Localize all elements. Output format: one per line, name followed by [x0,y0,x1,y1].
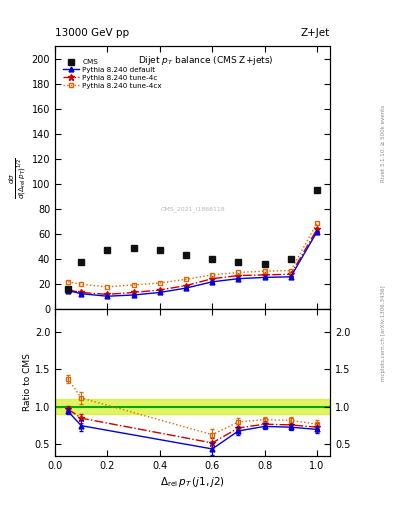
Pythia 8.240 tune-4cx [262,268,267,274]
CMS [131,245,136,251]
Line: Pythia 8.240 default: Pythia 8.240 default [66,229,320,298]
Text: mcplots.cern.ch [arXiv:1306.3436]: mcplots.cern.ch [arXiv:1306.3436] [381,285,386,380]
Text: 13000 GeV pp: 13000 GeV pp [55,28,129,38]
Pythia 8.240 tune-4cx [210,272,215,278]
CMS [105,247,110,253]
Text: Dijet $p_T$ balance (CMS Z+jets): Dijet $p_T$ balance (CMS Z+jets) [138,54,274,67]
Text: CMS_2021_I1866118: CMS_2021_I1866118 [160,206,225,212]
Pythia 8.240 tune-4c [236,272,241,279]
Pythia 8.240 default [105,293,110,300]
Pythia 8.240 default [79,291,84,297]
Pythia 8.240 tune-4c [210,275,215,282]
Pythia 8.240 default [184,285,188,291]
CMS [66,286,70,292]
Pythia 8.240 default [210,279,215,285]
Text: Rivet 3.1.10, ≥ 500k events: Rivet 3.1.10, ≥ 500k events [381,105,386,182]
Pythia 8.240 tune-4c [184,283,188,289]
CMS [79,259,84,265]
Pythia 8.240 tune-4cx [105,284,110,290]
Bar [55,399,330,414]
Pythia 8.240 tune-4c [288,271,293,278]
Line: CMS: CMS [65,187,320,292]
Pythia 8.240 tune-4c [105,291,110,297]
Pythia 8.240 tune-4cx [315,220,320,226]
CMS [288,256,293,262]
Pythia 8.240 tune-4c [79,289,84,295]
Pythia 8.240 default [158,289,162,295]
Y-axis label: $\frac{d\sigma}{d(\Delta_{\rm rel}\,p_T)^{1/2}}$: $\frac{d\sigma}{d(\Delta_{\rm rel}\,p_T)… [7,157,29,199]
CMS [158,247,162,253]
Pythia 8.240 tune-4cx [236,269,241,275]
CMS [262,261,267,267]
Pythia 8.240 default [66,288,70,294]
Line: Pythia 8.240 tune-4c: Pythia 8.240 tune-4c [65,226,320,297]
Pythia 8.240 tune-4c [315,226,320,232]
CMS [184,252,188,259]
CMS [315,187,320,194]
Pythia 8.240 default [288,274,293,280]
Pythia 8.240 tune-4cx [66,279,70,285]
CMS [210,256,215,262]
Text: Z+Jet: Z+Jet [301,28,330,38]
Pythia 8.240 tune-4cx [158,280,162,286]
Pythia 8.240 default [262,274,267,281]
Pythia 8.240 default [131,292,136,298]
Pythia 8.240 tune-4c [66,287,70,293]
Line: Pythia 8.240 tune-4cx: Pythia 8.240 tune-4cx [66,221,320,289]
Pythia 8.240 tune-4c [131,289,136,295]
Pythia 8.240 tune-4cx [79,281,84,287]
Legend: CMS, Pythia 8.240 default, Pythia 8.240 tune-4c, Pythia 8.240 tune-4cx: CMS, Pythia 8.240 default, Pythia 8.240 … [61,57,163,90]
CMS [236,259,241,265]
Pythia 8.240 tune-4cx [288,267,293,273]
Pythia 8.240 tune-4c [158,287,162,293]
Y-axis label: Ratio to CMS: Ratio to CMS [23,354,32,412]
X-axis label: $\Delta_{\rm rel}\,p_T\,(j1,j2)$: $\Delta_{\rm rel}\,p_T\,(j1,j2)$ [160,475,225,489]
Pythia 8.240 tune-4c [262,272,267,278]
Pythia 8.240 default [315,228,320,234]
Pythia 8.240 tune-4cx [131,282,136,288]
Pythia 8.240 tune-4cx [184,276,188,283]
Pythia 8.240 default [236,275,241,282]
